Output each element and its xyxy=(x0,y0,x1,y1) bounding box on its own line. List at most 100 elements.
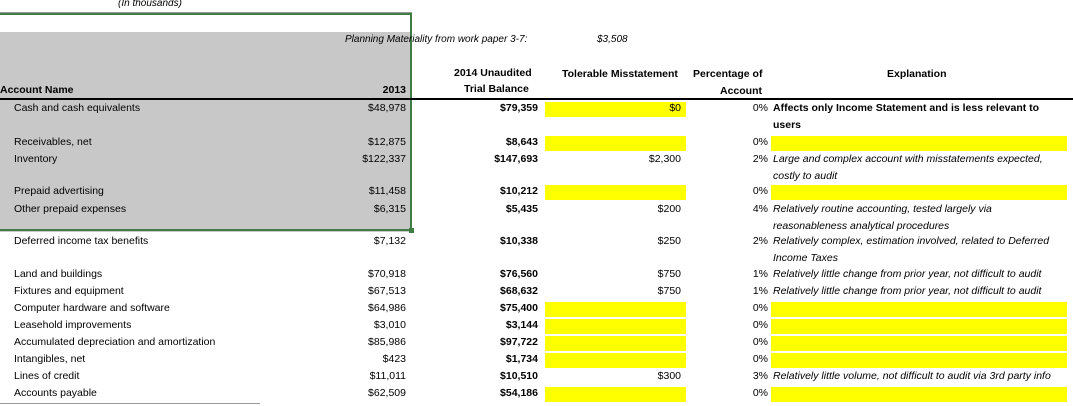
value-2014-unaudited: $8,643 xyxy=(505,136,538,148)
account-name: Computer hardware and software xyxy=(14,302,170,314)
explanation-line1: Relatively little change from prior year… xyxy=(773,285,1042,297)
planning-materiality-label: Planning Materiality from work paper 3-7… xyxy=(345,34,528,45)
percentage-of-account: 0% xyxy=(752,302,768,314)
caption: (In thousands) xyxy=(118,0,182,9)
planning-materiality-value: $3,508 xyxy=(597,34,628,45)
percentage-of-account: 2% xyxy=(752,153,768,165)
top-border xyxy=(0,12,412,13)
blank-cell-area xyxy=(0,14,304,32)
explanation-line1: Affects only Income Statement and is les… xyxy=(773,102,1040,114)
account-name: Fixtures and equipment xyxy=(14,285,124,297)
value-2013: $122,337 xyxy=(362,153,406,165)
percentage-of-account: 1% xyxy=(752,285,768,297)
value-2014-unaudited: $1,734 xyxy=(505,353,538,365)
value-2013: $12,875 xyxy=(368,136,406,148)
account-name: Accounts payable xyxy=(14,387,97,399)
value-2014-unaudited: $5,435 xyxy=(505,203,538,215)
account-name: Lines of credit xyxy=(14,370,80,382)
explanation-line2: reasonableness analytical procedures xyxy=(773,220,950,232)
value-2014-unaudited: $3,144 xyxy=(505,319,538,331)
percentage-of-account: 2% xyxy=(752,235,768,247)
selection-border[interactable] xyxy=(0,13,412,231)
value-2014-unaudited: $97,722 xyxy=(500,336,538,348)
highlight-explanation-cell xyxy=(771,302,1067,317)
highlight-tolerable-cell xyxy=(545,387,686,402)
percentage-of-account: 3% xyxy=(752,370,768,382)
tolerable-misstatement: $2,300 xyxy=(648,153,681,165)
tolerable-misstatement: $0 xyxy=(669,102,681,114)
highlight-explanation-cell xyxy=(771,336,1067,351)
highlight-explanation-cell xyxy=(771,353,1067,368)
highlight-explanation-cell xyxy=(771,319,1067,334)
value-2013: $423 xyxy=(382,353,406,365)
tolerable-misstatement: $200 xyxy=(657,203,681,215)
header-tolerable: Tolerable Misstatement xyxy=(562,68,678,80)
account-name: Land and buildings xyxy=(14,268,103,280)
highlight-tolerable-cell xyxy=(545,353,686,368)
percentage-of-account: 4% xyxy=(752,203,768,215)
value-2013: $3,010 xyxy=(373,319,406,331)
value-2014-unaudited: $75,400 xyxy=(500,302,538,314)
percentage-of-account: 1% xyxy=(752,268,768,280)
header-explanation: Explanation xyxy=(887,68,947,80)
percentage-of-account: 0% xyxy=(752,336,768,348)
explanation-line1: Relatively routine accounting, tested la… xyxy=(773,203,992,215)
account-name: Cash and cash equivalents xyxy=(14,102,141,114)
value-2013: $64,986 xyxy=(368,302,406,314)
percentage-of-account: 0% xyxy=(752,319,768,331)
header-account-name: Account Name xyxy=(0,84,74,96)
highlight-tolerable-cell xyxy=(545,185,686,200)
selected-range-shading xyxy=(0,32,412,232)
explanation-line2: Income Taxes xyxy=(773,252,838,264)
value-2013: $85,986 xyxy=(368,336,406,348)
bottom-border xyxy=(0,403,260,404)
tolerable-misstatement: $250 xyxy=(657,235,681,247)
account-name: Other prepaid expenses xyxy=(14,203,127,215)
header-pct-line2: Account xyxy=(720,85,762,97)
value-2014-unaudited: $54,186 xyxy=(500,387,538,399)
highlight-explanation-cell xyxy=(771,136,1067,151)
tolerable-misstatement: $750 xyxy=(657,268,681,280)
percentage-of-account: 0% xyxy=(752,185,768,197)
value-2014-unaudited: $68,632 xyxy=(500,285,538,297)
account-name: Prepaid advertising xyxy=(14,185,104,197)
account-name: Accumulated depreciation and amortizatio… xyxy=(14,336,216,348)
percentage-of-account: 0% xyxy=(752,136,768,148)
account-name: Deferred income tax benefits xyxy=(14,235,149,247)
percentage-of-account: 0% xyxy=(752,102,768,114)
header-pct-line1: Percentage of xyxy=(693,68,763,80)
header-unaudited-line1: 2014 Unaudited xyxy=(454,67,532,79)
value-2013: $62,509 xyxy=(368,387,406,399)
value-2014-unaudited: $147,693 xyxy=(494,153,538,165)
header-2013: 2013 xyxy=(382,84,406,96)
value-2014-unaudited: $76,560 xyxy=(500,268,538,280)
highlight-explanation-cell xyxy=(771,185,1067,200)
account-name: Receivables, net xyxy=(14,136,92,148)
value-2013: $7,132 xyxy=(373,235,406,247)
header-underline xyxy=(0,98,1073,100)
highlight-tolerable-cell xyxy=(545,336,686,351)
tolerable-misstatement: $300 xyxy=(657,370,681,382)
highlight-explanation-cell xyxy=(771,387,1067,402)
value-2013: $6,315 xyxy=(373,203,406,215)
account-name: Leasehold improvements xyxy=(14,319,132,331)
account-name: Intangibles, net xyxy=(14,353,86,365)
explanation-line1: Relatively complex, estimation involved,… xyxy=(773,235,1050,247)
fill-handle[interactable] xyxy=(409,228,414,233)
value-2013: $48,978 xyxy=(368,102,406,114)
value-2014-unaudited: $10,510 xyxy=(500,370,538,382)
value-2013: $70,918 xyxy=(368,268,406,280)
highlight-tolerable-cell xyxy=(545,136,686,151)
value-2013: $11,011 xyxy=(369,370,406,382)
highlight-tolerable-cell xyxy=(545,302,686,317)
highlight-tolerable-cell xyxy=(545,319,686,334)
explanation-line1: Relatively little volume, not difficult … xyxy=(773,370,1051,382)
explanation-line2: costly to audit xyxy=(773,170,838,182)
explanation-line2: users xyxy=(773,119,802,131)
value-2013: $67,513 xyxy=(368,285,406,297)
header-unaudited-line2: Trial Balance xyxy=(464,83,529,95)
value-2014-unaudited: $79,359 xyxy=(500,102,538,114)
value-2013: $11,458 xyxy=(368,185,406,197)
highlight-tolerable-cell xyxy=(545,102,686,117)
value-2014-unaudited: $10,212 xyxy=(500,185,538,197)
